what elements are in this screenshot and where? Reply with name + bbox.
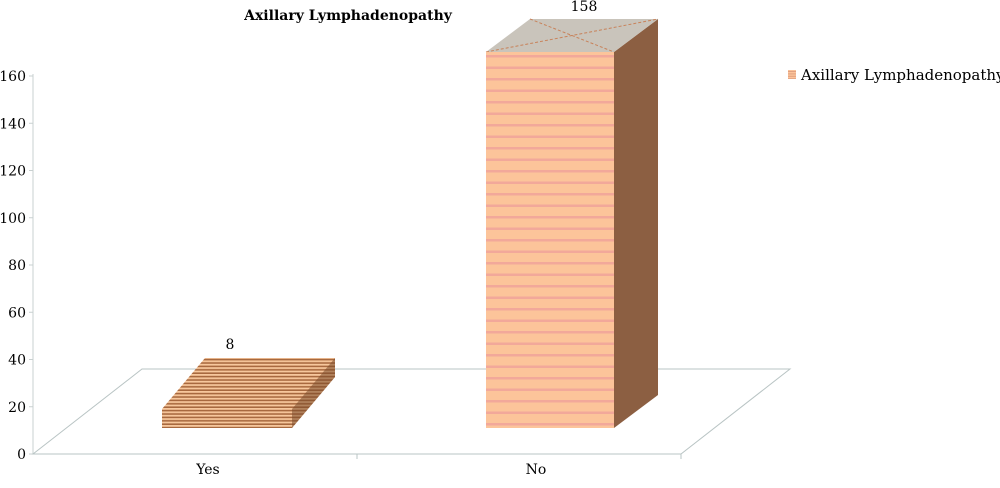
bar-side-yes: [292, 357, 335, 428]
y-tick-label: 140: [0, 116, 26, 132]
legend: Axillary Lymphadenopathy: [788, 66, 1000, 84]
y-tick-label: 20: [8, 400, 26, 416]
x-tick-label-no: No: [526, 462, 547, 478]
y-tick-label: 120: [0, 164, 26, 180]
data-label-no: 158: [571, 0, 598, 15]
legend-swatch: [788, 70, 796, 79]
x-tick-label-yes: Yes: [195, 462, 220, 478]
bar-top-diagonal: [529, 18, 615, 53]
y-tick-label: 160: [0, 69, 26, 85]
y-tick-label: 80: [8, 258, 26, 274]
bar-no: [486, 52, 614, 428]
x-axis-labels: Yes No: [195, 462, 546, 478]
y-axis-ticks: 0 20 40 60 80 100 120 140 160: [0, 69, 33, 463]
y-tick-label: 60: [8, 305, 26, 321]
data-label-yes: 8: [226, 337, 235, 353]
chart-title: Axillary Lymphadenopathy: [243, 8, 453, 24]
bars-group: 8 158: [162, 0, 659, 428]
legend-label: Axillary Lymphadenopathy: [800, 66, 1000, 84]
y-tick-label: 0: [17, 447, 26, 463]
chart-floor: [31, 368, 792, 455]
y-tick-label: 100: [0, 211, 26, 227]
y-tick-label: 40: [8, 353, 26, 369]
bar-side-no: [614, 19, 658, 428]
bar-yes: [162, 357, 335, 428]
